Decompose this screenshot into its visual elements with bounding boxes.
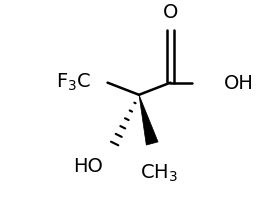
Text: OH: OH [224,74,254,93]
Text: O: O [163,3,178,22]
Polygon shape [139,95,158,145]
Text: HO: HO [73,156,103,175]
Text: F$_3$C: F$_3$C [56,72,91,93]
Text: CH$_3$: CH$_3$ [140,161,178,183]
